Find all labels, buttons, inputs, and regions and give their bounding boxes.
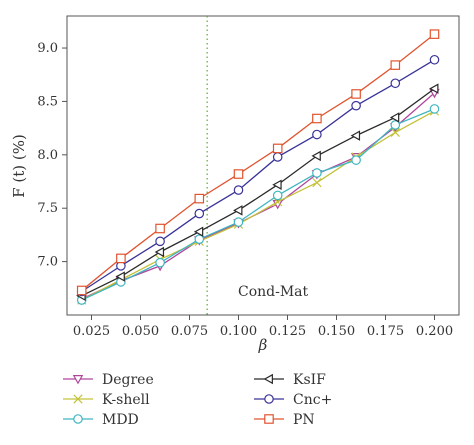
series-mdd <box>76 104 440 305</box>
plot-frame <box>66 15 460 316</box>
series-line-pn <box>81 33 435 291</box>
x-tick-label: 0.050 <box>122 324 159 339</box>
y-tick-label: 7.5 <box>37 201 58 216</box>
y-tick-label: 8.5 <box>37 94 58 109</box>
x-tick-label: 0.025 <box>73 324 110 339</box>
legend-label: Cnc+ <box>293 392 332 408</box>
annotation-label: Cond-Mat <box>238 284 309 300</box>
data-point-mdd <box>351 155 361 165</box>
data-point-mdd <box>194 234 205 244</box>
legend-marker <box>72 375 84 385</box>
data-point-pn <box>390 60 401 70</box>
data-point-pn <box>233 169 244 179</box>
data-point-pn <box>76 285 87 296</box>
data-point-ksif <box>311 150 321 162</box>
data-point-mdd <box>312 168 322 178</box>
legend-item-pn: PN <box>254 412 315 428</box>
legend-item-mdd: MDD <box>63 412 139 428</box>
series-line-k-shell <box>81 110 435 301</box>
legend-marker <box>73 414 83 424</box>
series-pn <box>76 29 440 296</box>
data-point-cnc <box>429 54 440 65</box>
data-point-ksif <box>154 246 165 258</box>
data-point-mdd <box>390 120 401 130</box>
legend-item-degree: Degree <box>63 372 154 388</box>
legend-label: KsIF <box>293 372 326 388</box>
data-point-cnc <box>351 100 361 111</box>
data-point-mdd <box>155 257 165 268</box>
x-tick-label: 0.125 <box>269 324 306 339</box>
data-point-cnc <box>312 129 322 140</box>
legend-marker <box>263 373 273 385</box>
data-point-ksif <box>115 271 125 282</box>
legend-item-cnc: Cnc+ <box>254 392 332 408</box>
x-tick-label: 0.200 <box>416 324 453 339</box>
data-point-mdd <box>233 217 244 227</box>
data-point-ksif <box>272 179 282 190</box>
data-point-ksif <box>389 112 400 123</box>
series-line-cnc <box>81 59 435 293</box>
x-tick-label: 0.100 <box>220 324 257 339</box>
y-tick-label: 8.0 <box>37 148 58 163</box>
series-ksif <box>76 83 439 301</box>
y-tick-label: 9.0 <box>37 41 58 56</box>
y-tick-label: 7.0 <box>37 255 58 270</box>
legend-marker <box>264 414 274 424</box>
data-point-cnc <box>233 185 244 195</box>
x-tick-label: 0.175 <box>367 324 404 339</box>
data-point-pn <box>351 89 361 99</box>
data-point-pn <box>194 193 205 204</box>
legend-label: PN <box>293 412 315 428</box>
series-degree <box>76 88 440 305</box>
legend-item-ksif: KsIF <box>254 372 326 388</box>
data-point-pn <box>155 223 165 234</box>
legend-label: Degree <box>102 372 154 388</box>
data-point-ksif <box>233 205 243 216</box>
series-line-ksif <box>81 88 435 297</box>
data-point-cnc <box>390 78 401 89</box>
series-line-mdd <box>81 108 435 301</box>
legend-marker <box>264 394 274 404</box>
legend-item-k-shell: K-shell <box>63 392 150 408</box>
data-point-cnc <box>194 208 205 219</box>
legend-label: MDD <box>102 412 139 428</box>
data-point-ksif <box>193 226 204 237</box>
data-point-pn <box>116 253 126 264</box>
x-tick-label: 0.075 <box>171 324 208 339</box>
data-point-pn <box>272 143 283 154</box>
data-point-ksif <box>350 130 361 141</box>
data-point-mdd <box>272 190 283 201</box>
data-point-cnc <box>155 236 165 247</box>
data-point-k-shell <box>312 177 322 188</box>
series-k-shell <box>77 106 440 305</box>
x-axis-title: β <box>258 336 268 354</box>
series-cnc <box>76 54 440 297</box>
data-point-cnc <box>272 152 283 162</box>
legend-marker <box>73 394 83 404</box>
data-point-pn <box>429 29 440 39</box>
data-point-pn <box>312 113 322 124</box>
data-point-ksif <box>429 83 439 94</box>
legend-label: K-shell <box>102 392 150 408</box>
data-point-mdd <box>429 104 440 114</box>
x-tick-label: 0.150 <box>318 324 355 339</box>
y-axis-title: F (t) (%) <box>10 134 28 198</box>
data-point-k-shell <box>390 127 400 138</box>
